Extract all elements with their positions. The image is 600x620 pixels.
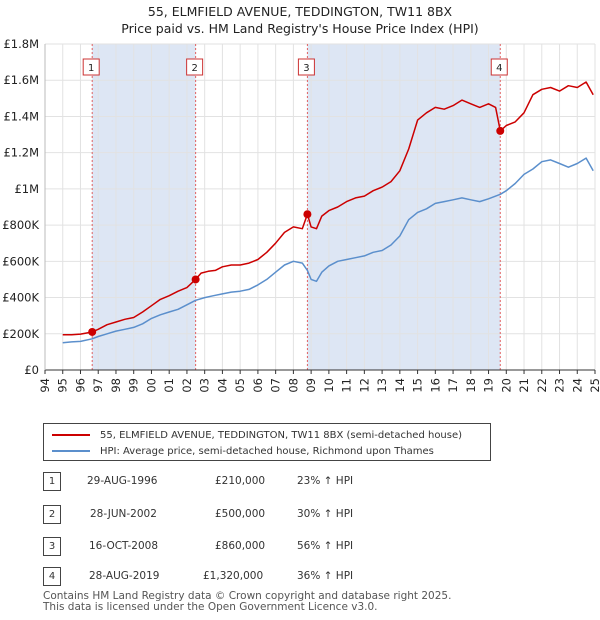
- x-tick-label: 1997: [91, 378, 105, 392]
- legend-swatch-hpi: [52, 450, 90, 452]
- x-tick-label: 2021: [517, 378, 531, 392]
- x-tick-label: 2018: [464, 378, 478, 392]
- sale-marker-label: 4: [496, 63, 502, 74]
- x-tick-label: 1996: [73, 378, 87, 392]
- y-tick-label: £200K: [2, 327, 39, 341]
- sale-number: 1: [43, 472, 61, 491]
- legend-item-hpi: HPI: Average price, semi-detached house,…: [52, 443, 434, 459]
- x-tick-label: 2000: [144, 378, 158, 392]
- x-tick-label: 2013: [375, 378, 389, 392]
- y-tick-label: £1.4M: [3, 109, 39, 123]
- sale-marker-box: [490, 58, 508, 76]
- x-tick-label: 2005: [233, 378, 247, 392]
- sale-number: 3: [43, 537, 61, 556]
- footer-licence: This data is licensed under the Open Gov…: [43, 601, 378, 613]
- sale-price: £500,000: [215, 508, 266, 520]
- sale-marker-box: [186, 58, 204, 76]
- sale-price: £210,000: [215, 475, 266, 487]
- hpi-line: [62, 157, 594, 344]
- x-tick-label: 2010: [322, 378, 336, 392]
- x-tick-label: 2011: [340, 378, 354, 392]
- sale-date: 29-AUG-1996: [87, 475, 158, 487]
- sale-marker-box: [82, 58, 100, 76]
- sale-point: [496, 126, 505, 135]
- sale-date: 28-AUG-2019: [89, 570, 160, 582]
- x-tick-label: 2020: [499, 378, 513, 392]
- x-tick-label: 1995: [56, 378, 70, 392]
- x-tick-label: 2017: [446, 378, 460, 392]
- sale-number: 4: [43, 567, 61, 586]
- x-tick-label: 2019: [482, 378, 496, 392]
- x-tick-label: 2025: [588, 378, 600, 392]
- x-tick-label: 2008: [286, 378, 300, 392]
- sale-marker-label: 1: [88, 63, 94, 74]
- legend-item-property: 55, ELMFIELD AVENUE, TEDDINGTON, TW11 8B…: [52, 427, 462, 443]
- sale-date: 28-JUN-2002: [90, 508, 157, 520]
- sale-hpi-diff: 36% ↑ HPI: [297, 570, 354, 582]
- sale-hpi-diff: 30% ↑ HPI: [297, 508, 354, 520]
- price-chart: 1 2 3 4 £0 £200K £400K £600K £800K £1M £1.2M £1.4M…: [2, 37, 600, 392]
- x-tick-label: 2006: [251, 378, 265, 392]
- y-tick-label: £600K: [2, 254, 39, 268]
- x-tick-label: 2016: [428, 378, 442, 392]
- x-tick-label: 1999: [127, 378, 141, 392]
- x-tick-label: 2004: [215, 378, 229, 392]
- footer-copyright: Contains HM Land Registry data © Crown c…: [43, 590, 452, 602]
- x-tick-label: 2014: [393, 378, 407, 392]
- legend-label-hpi: HPI: Average price, semi-detached house,…: [100, 445, 434, 457]
- x-tick-label: 2015: [411, 378, 425, 392]
- sale-hpi-diff: 23% ↑ HPI: [297, 475, 354, 487]
- x-tick-label: 2012: [357, 378, 371, 392]
- legend-swatch-property: [52, 434, 90, 436]
- y-tick-label: £800K: [2, 218, 39, 232]
- x-tick-label: 2001: [162, 378, 176, 392]
- sale-row: 2 28-JUN-2002 £500,000 30% ↑ HPI: [43, 505, 583, 525]
- x-tick-label: 1994: [38, 378, 52, 392]
- ownership-band: [92, 44, 196, 370]
- y-tick-label: £1M: [14, 182, 39, 196]
- y-tick-label: £400K: [2, 291, 39, 305]
- x-tick-label: 2022: [535, 378, 549, 392]
- x-tick-label: 2024: [570, 378, 584, 392]
- sale-point: [303, 210, 312, 219]
- sale-point: [191, 275, 200, 284]
- x-tick-label: 2007: [269, 378, 283, 392]
- y-tick-label: £1.8M: [3, 37, 39, 51]
- sale-price: £1,320,000: [203, 570, 264, 582]
- y-tick-label: £1.2M: [3, 146, 39, 160]
- x-tick-label: 2002: [180, 378, 194, 392]
- y-tick-label: £0: [24, 363, 39, 377]
- legend: 55, ELMFIELD AVENUE, TEDDINGTON, TW11 8B…: [43, 423, 491, 461]
- sale-marker-box: [297, 58, 315, 76]
- chart-title: 55, ELMFIELD AVENUE, TEDDINGTON, TW11 8B…: [147, 4, 453, 19]
- y-tick-label: £1.6M: [3, 73, 39, 87]
- sale-number: 2: [43, 505, 61, 524]
- sale-date: 16-OCT-2008: [89, 540, 158, 552]
- sale-hpi-diff: 56% ↑ HPI: [297, 540, 354, 552]
- sale-point: [88, 327, 97, 336]
- x-tick-label: 2003: [198, 378, 212, 392]
- sale-row: 4 28-AUG-2019 £1,320,000 36% ↑ HPI: [43, 567, 583, 587]
- sale-marker-label: 2: [191, 63, 197, 74]
- sale-marker-label: 3: [303, 63, 309, 74]
- chart-subtitle: Price paid vs. HM Land Registry's House …: [121, 21, 479, 36]
- legend-label-property: 55, ELMFIELD AVENUE, TEDDINGTON, TW11 8B…: [100, 429, 463, 441]
- footer: Contains HM Land Registry data © Crown c…: [43, 591, 451, 613]
- x-tick-label: 2009: [304, 378, 318, 392]
- sale-row: 3 16-OCT-2008 £860,000 56% ↑ HPI: [43, 537, 583, 557]
- sale-row: 1 29-AUG-1996 £210,000 23% ↑ HPI: [43, 472, 583, 492]
- x-tick-label: 1998: [109, 378, 123, 392]
- sale-price: £860,000: [215, 540, 266, 552]
- x-tick-label: 2023: [553, 378, 567, 392]
- ownership-band: [307, 44, 501, 370]
